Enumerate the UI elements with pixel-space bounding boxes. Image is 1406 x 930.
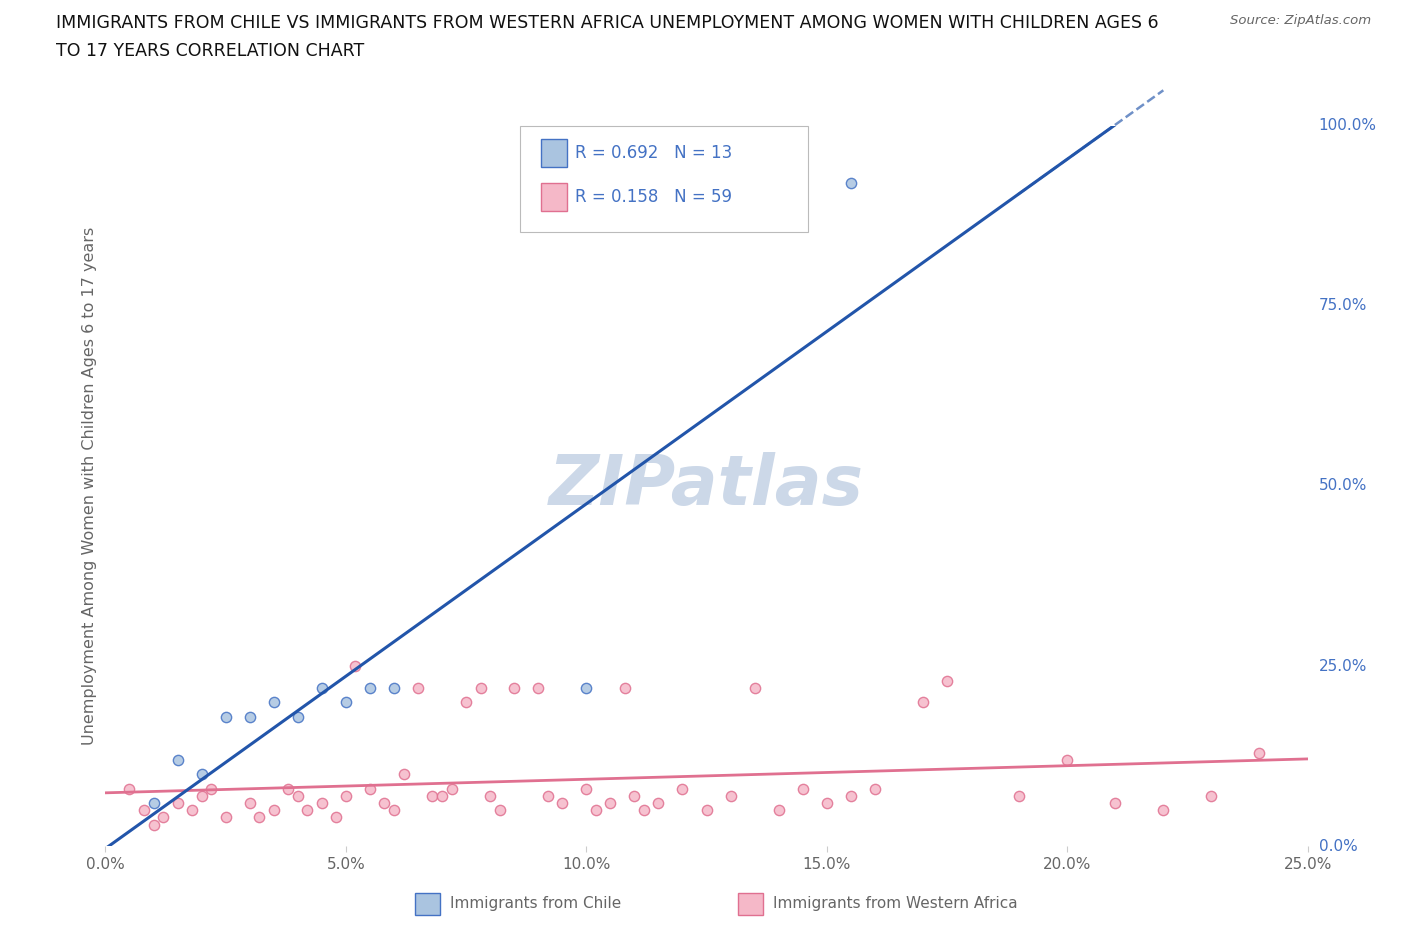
Point bbox=[575, 781, 598, 796]
Point bbox=[696, 803, 718, 817]
Point bbox=[671, 781, 693, 796]
Point bbox=[142, 817, 165, 832]
Text: IMMIGRANTS FROM CHILE VS IMMIGRANTS FROM WESTERN AFRICA UNEMPLOYMENT AMONG WOMEN: IMMIGRANTS FROM CHILE VS IMMIGRANTS FROM… bbox=[56, 14, 1159, 32]
Point bbox=[936, 673, 959, 688]
Point bbox=[1152, 803, 1174, 817]
Point bbox=[392, 766, 415, 781]
Point bbox=[344, 658, 367, 673]
Point bbox=[277, 781, 299, 796]
Point bbox=[359, 781, 381, 796]
Point bbox=[297, 803, 319, 817]
Point bbox=[263, 803, 285, 817]
Point bbox=[503, 681, 526, 696]
Point bbox=[132, 803, 155, 817]
Point bbox=[1201, 789, 1223, 804]
Point bbox=[454, 695, 477, 710]
Point bbox=[768, 803, 790, 817]
Text: Immigrants from Chile: Immigrants from Chile bbox=[450, 897, 621, 911]
Point bbox=[335, 789, 357, 804]
Point bbox=[214, 710, 236, 724]
Y-axis label: Unemployment Among Women with Children Ages 6 to 17 years: Unemployment Among Women with Children A… bbox=[82, 227, 97, 745]
Point bbox=[373, 796, 395, 811]
Point bbox=[239, 710, 262, 724]
Point bbox=[311, 796, 333, 811]
Point bbox=[479, 789, 502, 804]
Text: R = 0.692   N = 13: R = 0.692 N = 13 bbox=[575, 144, 733, 163]
Point bbox=[311, 681, 333, 696]
Text: TO 17 YEARS CORRELATION CHART: TO 17 YEARS CORRELATION CHART bbox=[56, 42, 364, 60]
Point bbox=[792, 781, 814, 796]
Point bbox=[839, 789, 862, 804]
Point bbox=[166, 752, 188, 767]
Point bbox=[720, 789, 742, 804]
Point bbox=[382, 681, 405, 696]
Point bbox=[488, 803, 510, 817]
Point bbox=[527, 681, 550, 696]
Point bbox=[470, 681, 492, 696]
Point bbox=[647, 796, 669, 811]
Text: Immigrants from Western Africa: Immigrants from Western Africa bbox=[773, 897, 1018, 911]
Point bbox=[406, 681, 429, 696]
Point bbox=[287, 789, 309, 804]
Point bbox=[633, 803, 655, 817]
Point bbox=[863, 781, 886, 796]
Point bbox=[382, 803, 405, 817]
Point bbox=[166, 796, 188, 811]
Point bbox=[1104, 796, 1126, 811]
Text: R = 0.158   N = 59: R = 0.158 N = 59 bbox=[575, 188, 733, 206]
Point bbox=[335, 695, 357, 710]
Point bbox=[911, 695, 934, 710]
Text: ZIPatlas: ZIPatlas bbox=[548, 452, 865, 520]
Point bbox=[839, 176, 862, 191]
Point bbox=[422, 789, 444, 804]
Point bbox=[551, 796, 574, 811]
Point bbox=[118, 781, 141, 796]
Text: 25.0%: 25.0% bbox=[1319, 658, 1367, 673]
Point bbox=[599, 796, 621, 811]
Point bbox=[585, 803, 607, 817]
Point bbox=[200, 781, 222, 796]
Point bbox=[181, 803, 204, 817]
Point bbox=[190, 789, 212, 804]
Point bbox=[247, 810, 270, 825]
Point bbox=[623, 789, 645, 804]
Point bbox=[440, 781, 463, 796]
Point bbox=[190, 766, 212, 781]
Point bbox=[325, 810, 347, 825]
Point bbox=[152, 810, 174, 825]
Point bbox=[815, 796, 838, 811]
Point bbox=[239, 796, 262, 811]
Text: 100.0%: 100.0% bbox=[1319, 118, 1376, 133]
Point bbox=[537, 789, 560, 804]
Text: Source: ZipAtlas.com: Source: ZipAtlas.com bbox=[1230, 14, 1371, 27]
Point bbox=[214, 810, 236, 825]
Text: 0.0%: 0.0% bbox=[1319, 839, 1357, 854]
Point bbox=[613, 681, 636, 696]
Point bbox=[142, 796, 165, 811]
Point bbox=[575, 681, 598, 696]
Point bbox=[430, 789, 453, 804]
Point bbox=[263, 695, 285, 710]
Point bbox=[1249, 745, 1271, 760]
Point bbox=[359, 681, 381, 696]
Point bbox=[287, 710, 309, 724]
Text: 50.0%: 50.0% bbox=[1319, 478, 1367, 494]
Point bbox=[1056, 752, 1078, 767]
Text: 75.0%: 75.0% bbox=[1319, 299, 1367, 313]
Point bbox=[744, 681, 766, 696]
Point bbox=[1008, 789, 1031, 804]
